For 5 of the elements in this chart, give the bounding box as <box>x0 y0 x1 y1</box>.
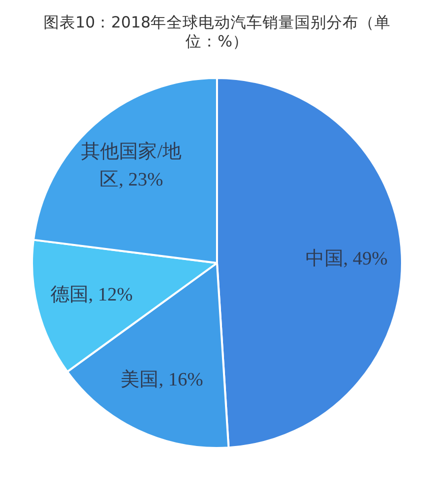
chart-title: 图表10：2018年全球电动汽车销量国别分布（单位：%） <box>43 14 391 50</box>
slice-label: 德国, 12% <box>50 284 133 306</box>
slice-label: 美国, 16% <box>120 368 204 391</box>
slice-label: 中国, 49% <box>305 248 388 270</box>
slice-label: 其他国家/地区, 23% <box>81 140 182 190</box>
